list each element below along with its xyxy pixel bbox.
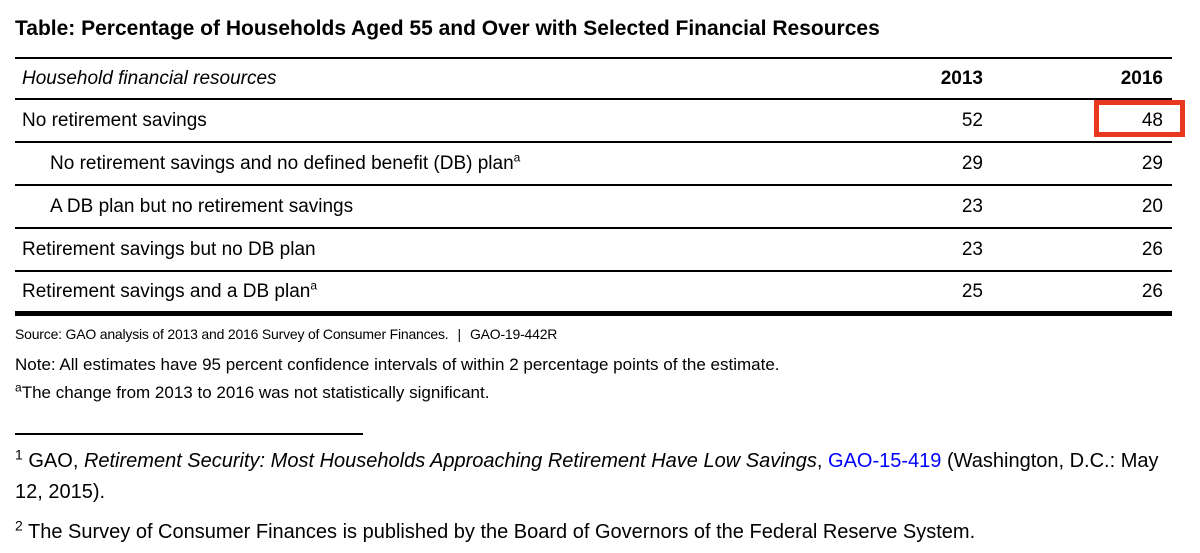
source-text: Source: GAO analysis of 2013 and 2016 Su… <box>15 326 449 342</box>
column-header-2016: 2016 <box>988 58 1172 100</box>
cell-2013: 52 <box>808 99 988 143</box>
source-separator: | <box>457 326 462 342</box>
table-row: A DB plan but no retirement savings 23 2… <box>15 185 1172 229</box>
row-label: Retirement savings and a DB plana <box>15 271 808 316</box>
cell-2013: 25 <box>808 271 988 316</box>
table-row: No retirement savings and no defined ben… <box>15 142 1172 186</box>
financial-resources-table: Household financial resources 2013 2016 … <box>15 57 1172 316</box>
table-row: No retirement savings 52 48 <box>15 99 1172 143</box>
table-row: Retirement savings but no DB plan 23 26 <box>15 228 1172 272</box>
cell-2016: 26 <box>988 228 1172 272</box>
report-number: GAO-19-442R <box>469 326 558 342</box>
cited-report-title: Retirement Security: Most Households App… <box>83 450 817 472</box>
page-title: Table: Percentage of Households Aged 55 … <box>15 17 880 40</box>
footnote-2-text: The Survey of Consumer Finances is publi… <box>28 521 976 543</box>
footnote-2: 2 The Survey of Consumer Finances is pub… <box>15 517 1172 548</box>
source-line: Source: GAO analysis of 2013 and 2016 Su… <box>15 326 1172 342</box>
table-row: Retirement savings and a DB plana 25 26 <box>15 271 1172 316</box>
cell-2016: 29 <box>988 142 1172 186</box>
row-label: Retirement savings but no DB plan <box>15 228 808 272</box>
column-header-resources: Household financial resources <box>15 58 808 100</box>
footnote-a-marker: a <box>15 380 22 395</box>
row-label-text: Retirement savings and a DB plan <box>22 280 311 302</box>
superscript-marker: a <box>310 278 318 293</box>
row-label-text: No retirement savings <box>22 109 207 131</box>
cell-2016-highlighted: 48 <box>988 99 1172 143</box>
footnote-1-line2: (Washington, D.C.: May 12, 2015). <box>15 450 1159 503</box>
footnote-1-comma: , <box>816 450 829 472</box>
table-header-row: Household financial resources 2013 2016 <box>15 58 1172 100</box>
cell-2016: 26 <box>988 271 1172 316</box>
footnote-2-marker: 2 <box>15 517 23 534</box>
cell-2016: 20 <box>988 185 1172 229</box>
footnote-separator-rule <box>15 433 363 435</box>
row-label-text: No retirement savings and no defined ben… <box>50 152 514 174</box>
footnote-1-marker: 1 <box>15 446 23 463</box>
footnote-a-text: The change from 2013 to 2016 was not sta… <box>21 383 490 402</box>
table-footnote-a: aThe change from 2013 to 2016 was not st… <box>15 380 1172 403</box>
row-label: No retirement savings <box>15 99 808 143</box>
superscript-marker: a <box>513 150 521 165</box>
footnote-1: 1 GAO, Retirement Security: Most Househo… <box>15 446 1172 508</box>
row-label: No retirement savings and no defined ben… <box>15 142 808 186</box>
row-label-text: Retirement savings but no DB plan <box>22 238 316 260</box>
cell-2013: 23 <box>808 185 988 229</box>
column-header-2013: 2013 <box>808 58 988 100</box>
footnote-1-prefix: GAO, <box>28 450 84 472</box>
row-label-text: A DB plan but no retirement savings <box>50 195 354 217</box>
note-line: Note: All estimates have 95 percent conf… <box>15 355 780 374</box>
cell-2013: 29 <box>808 142 988 186</box>
footnote-1-link[interactable]: GAO-15-419 <box>828 450 942 472</box>
table-container: Household financial resources 2013 2016 … <box>15 57 1185 316</box>
cell-2013: 23 <box>808 228 988 272</box>
row-label: A DB plan but no retirement savings <box>15 185 808 229</box>
